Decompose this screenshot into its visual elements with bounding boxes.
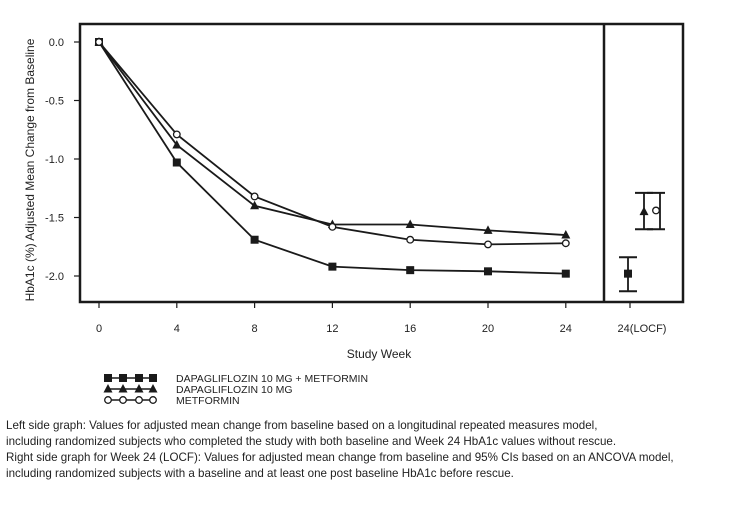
data-point	[250, 235, 259, 244]
legend-marker	[149, 396, 157, 404]
data-point	[172, 158, 181, 167]
legend-label: DAPAGLIFLOZIN 10 MG + METFORMIN	[176, 373, 368, 385]
x-tick-label-locf: 24(LOCF)	[618, 323, 667, 335]
data-point	[172, 130, 181, 139]
y-tick-label: -2.0	[45, 271, 64, 283]
legend: DAPAGLIFLOZIN 10 MG + METFORMINDAPAGLIFL…	[103, 373, 368, 407]
legend-marker	[149, 374, 157, 382]
series-line	[98, 41, 566, 236]
locf-mean-point	[652, 206, 660, 215]
legend-label: DAPAGLIFLOZIN 10 MG	[176, 384, 293, 396]
legend-marker	[103, 384, 113, 393]
data-point	[250, 200, 260, 210]
legend-marker	[119, 396, 127, 404]
x-tick-label: 8	[252, 323, 258, 335]
data-point	[484, 240, 492, 249]
footnote: Left side graph: Values for adjusted mea…	[6, 418, 731, 482]
legend-marker	[134, 384, 144, 393]
data-point	[561, 230, 571, 239]
legend-marker	[135, 374, 143, 382]
legend-marker	[104, 374, 112, 382]
y-axis-title: HbA1c (%) Adjusted Mean Change from Base…	[23, 38, 37, 301]
data-point	[405, 219, 415, 229]
x-tick-label: 0	[96, 323, 102, 335]
data-point	[483, 225, 493, 234]
data-point	[484, 267, 492, 276]
series-line	[98, 41, 566, 275]
legend-marker	[104, 396, 112, 404]
x-axis: 0 4 8 12 16 20 24 24(LOCF)	[96, 302, 667, 335]
data-point	[406, 266, 415, 275]
x-tick-label: 4	[174, 323, 180, 335]
plot-frame	[78, 22, 685, 304]
data-point	[95, 38, 103, 46]
footnote-line-2: including randomized subjects who comple…	[6, 435, 617, 448]
series-layer	[94, 37, 571, 278]
locf-mean-point	[624, 269, 632, 278]
x-tick-label: 24	[560, 323, 572, 335]
x-axis-title: Study Week	[347, 347, 412, 361]
y-tick-label: 0.0	[49, 37, 64, 49]
data-point	[561, 239, 570, 248]
plot-border	[78, 22, 685, 304]
data-point	[406, 235, 415, 244]
chart-canvas: 0.0-0.5-1.0-1.5-2.0 0 4 8 12 16 20 24 24(LOCF) …	[23, 22, 685, 407]
footnote-line-1: Left side graph: Values for adjusted mea…	[6, 419, 598, 432]
legend-label: METFORMIN	[176, 395, 240, 407]
data-point	[328, 222, 337, 231]
legend-marker	[148, 384, 158, 393]
locf-mean-point	[639, 206, 649, 216]
legend-marker	[135, 396, 143, 404]
footnote-line-3: Right side graph for Week 24 (LOCF): Val…	[6, 451, 674, 464]
x-tick-label: 16	[404, 323, 416, 335]
footnote-line-4: including randomized subjects with a bas…	[6, 467, 514, 480]
legend-marker	[118, 384, 128, 393]
data-point	[172, 139, 182, 149]
data-point	[561, 269, 570, 278]
x-tick-label: 12	[326, 323, 338, 335]
locf-panel	[619, 191, 665, 293]
legend-marker	[119, 374, 127, 382]
y-tick-label: -0.5	[45, 96, 64, 108]
series-line	[98, 41, 566, 246]
data-point	[250, 192, 259, 201]
y-tick-label: -1.5	[45, 213, 64, 225]
y-axis: 0.0 -0.5 -1.0 -1.5 -2.0	[45, 37, 80, 283]
y-tick-label: -1.0	[45, 154, 64, 166]
data-point	[328, 262, 337, 271]
x-tick-label: 20	[482, 323, 494, 335]
